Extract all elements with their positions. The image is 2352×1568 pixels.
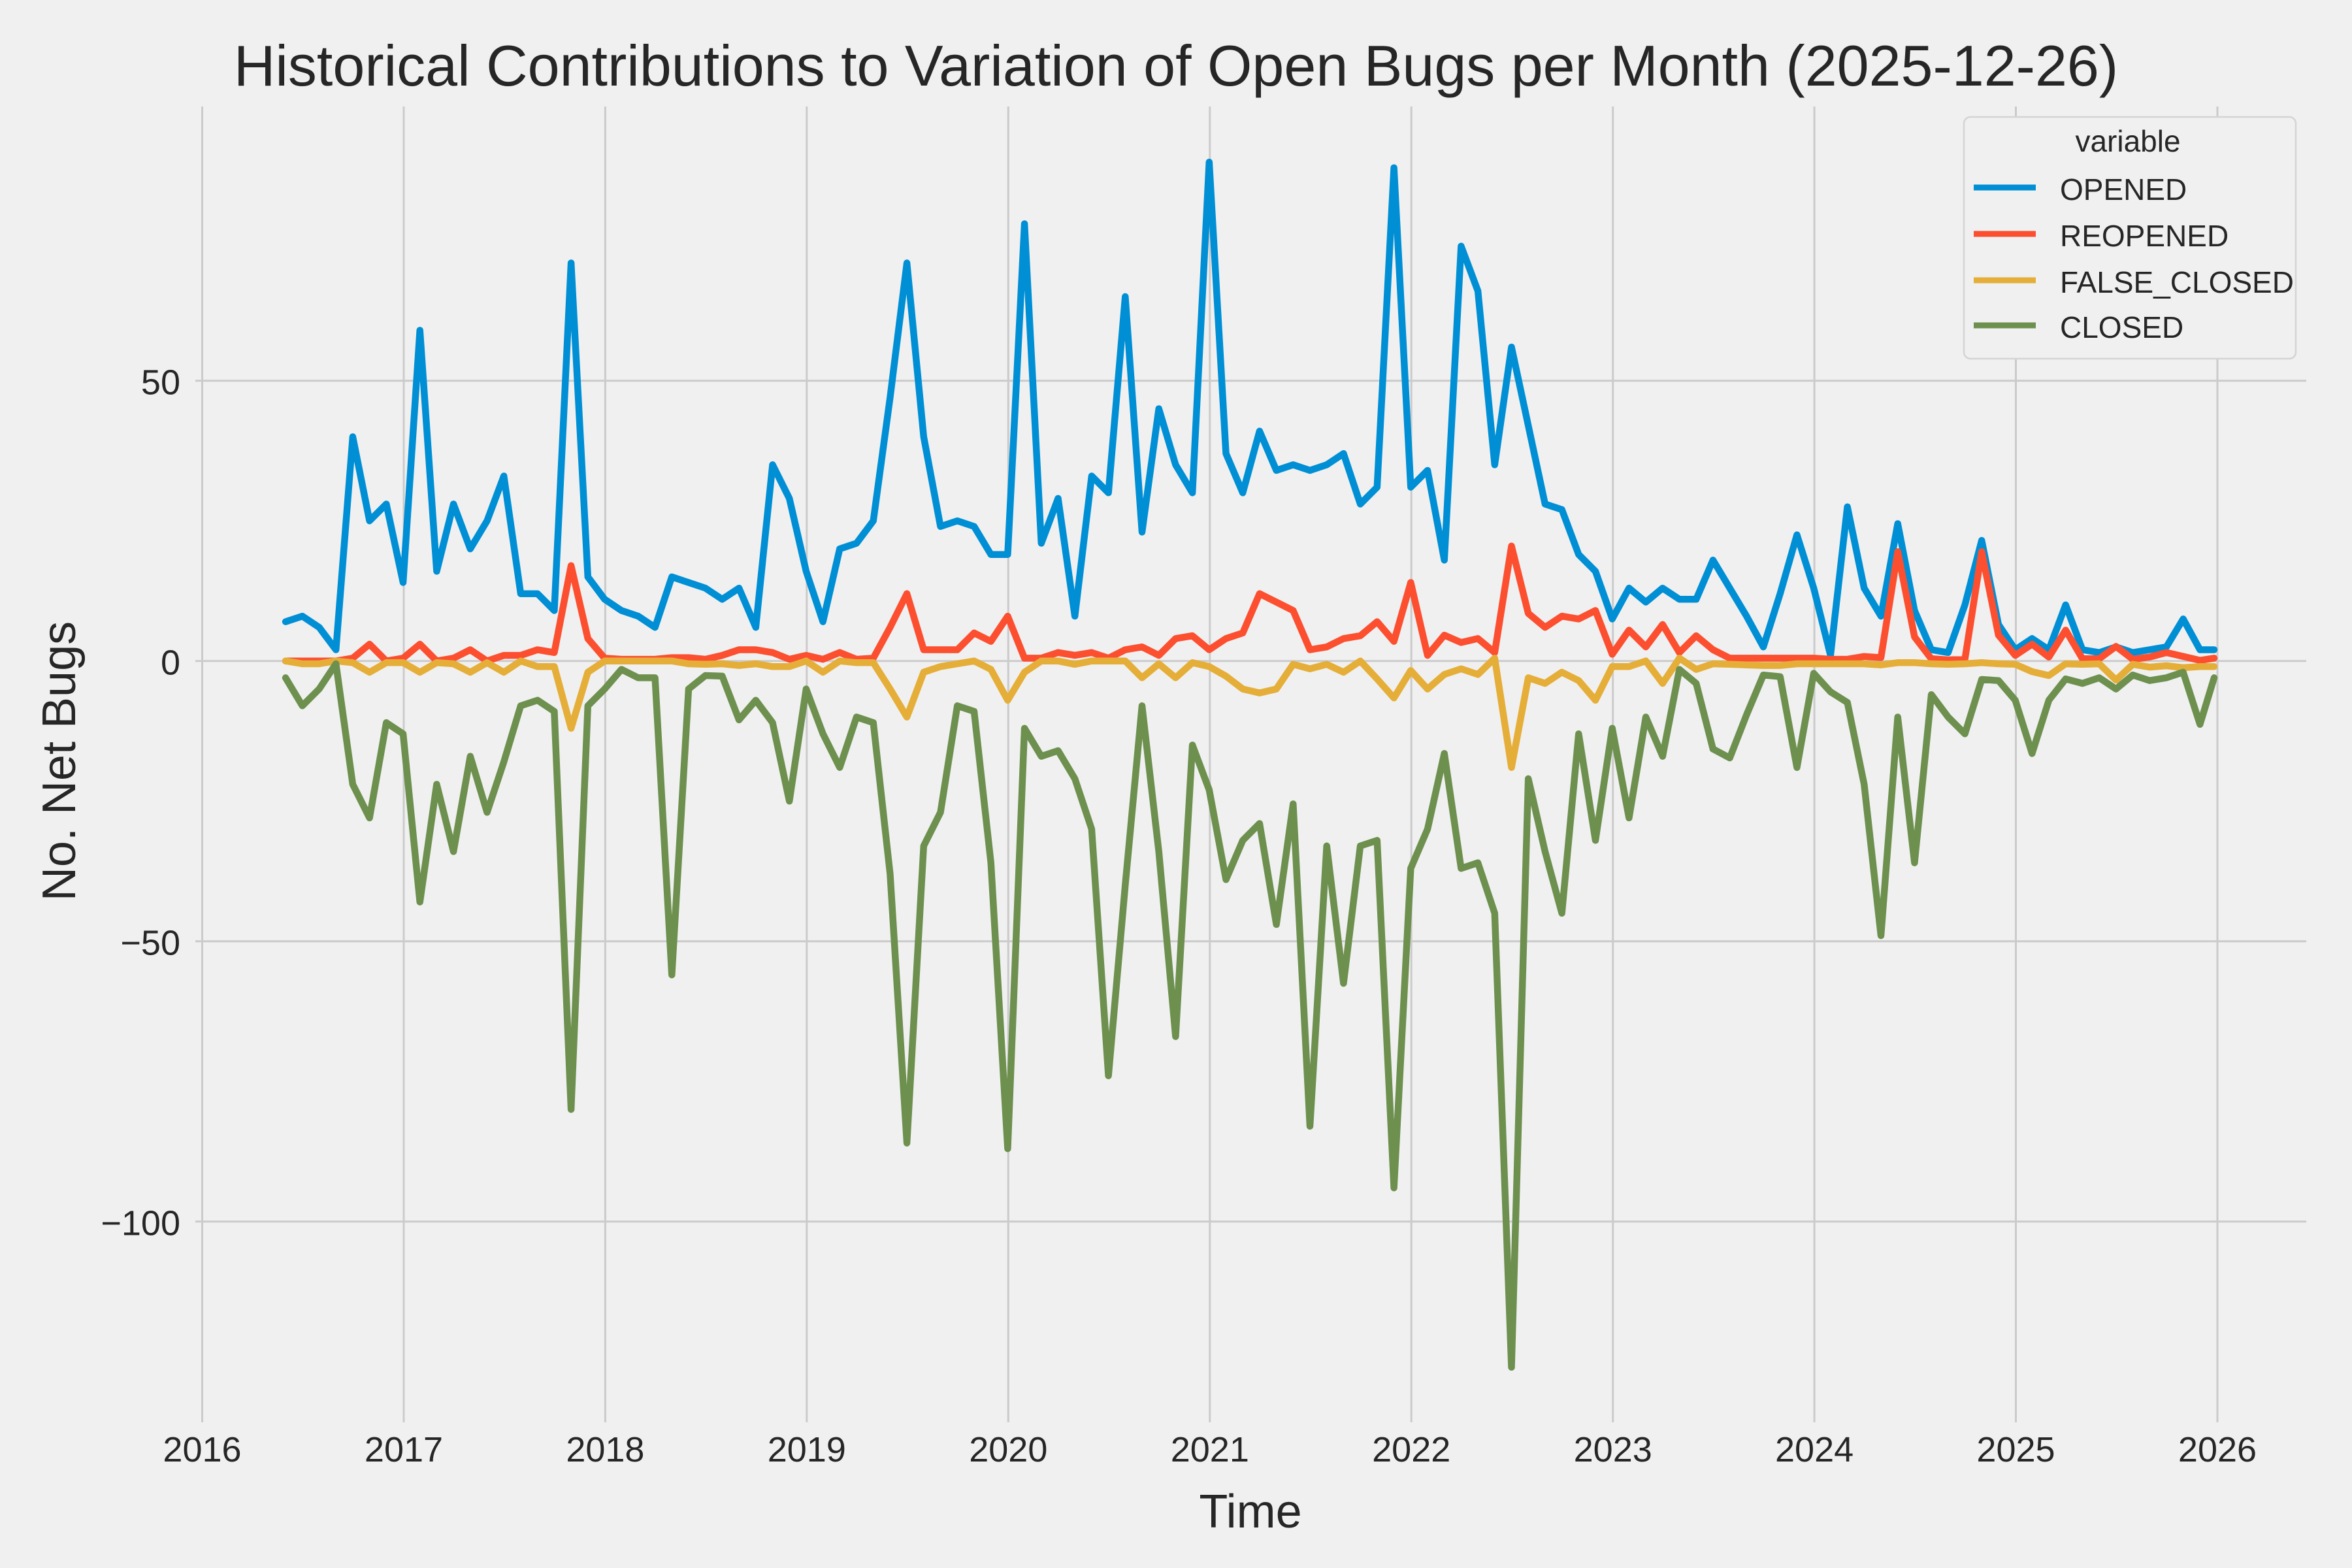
svg-text:No. Net Bugs: No. Net Bugs	[33, 621, 86, 901]
svg-text:−50: −50	[120, 924, 180, 963]
svg-text:2025: 2025	[1976, 1430, 2055, 1469]
svg-text:CLOSED: CLOSED	[2060, 310, 2183, 344]
svg-text:50: 50	[141, 363, 180, 402]
svg-text:2019: 2019	[768, 1430, 846, 1469]
svg-text:2026: 2026	[2178, 1430, 2257, 1469]
svg-text:variable: variable	[2075, 124, 2180, 158]
svg-text:2024: 2024	[1775, 1430, 1854, 1469]
svg-text:REOPENED: REOPENED	[2060, 219, 2229, 253]
svg-text:2017: 2017	[365, 1430, 443, 1469]
svg-text:2022: 2022	[1372, 1430, 1450, 1469]
svg-text:2020: 2020	[969, 1430, 1047, 1469]
svg-text:OPENED: OPENED	[2060, 172, 2187, 206]
svg-text:FALSE_CLOSED: FALSE_CLOSED	[2060, 265, 2294, 299]
svg-text:0: 0	[161, 644, 180, 683]
svg-text:2021: 2021	[1171, 1430, 1249, 1469]
svg-text:2016: 2016	[163, 1430, 241, 1469]
svg-text:2018: 2018	[566, 1430, 644, 1469]
svg-text:Historical Contributions to Va: Historical Contributions to Variation of…	[234, 33, 2118, 98]
svg-text:−100: −100	[101, 1204, 180, 1243]
svg-text:2023: 2023	[1574, 1430, 1652, 1469]
svg-text:Time: Time	[1199, 1486, 1301, 1538]
